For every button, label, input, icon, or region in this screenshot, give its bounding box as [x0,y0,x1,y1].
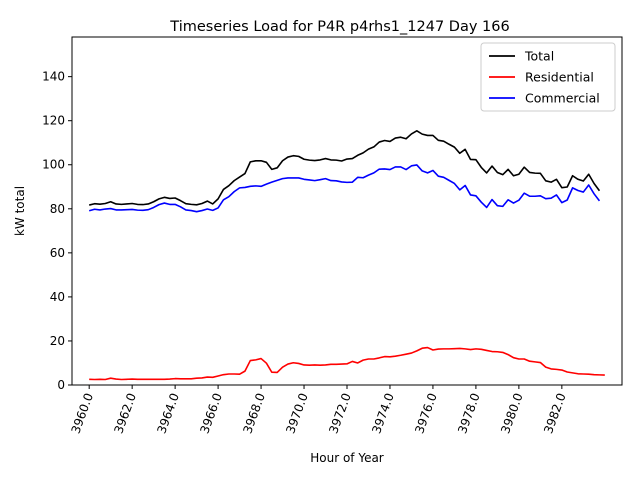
y-tick-label: 0 [57,378,65,392]
y-tick-label: 20 [50,334,65,348]
y-tick-label: 140 [42,70,65,84]
x-axis-label: Hour of Year [310,451,384,465]
legend-label-residential: Residential [525,70,594,85]
y-tick-label: 120 [42,114,65,128]
y-axis: 0 20 40 60 80 100 120 140 [42,70,72,392]
series-line-residential [89,346,605,381]
chart-title: Timeseries Load for P4R p4rhs1_1247 Day … [169,19,509,35]
x-tick-label: 3970.0 [283,391,311,435]
y-tick-label: 40 [50,290,65,304]
x-tick-label: 3960.0 [68,391,96,435]
x-tick-label: 3966.0 [197,391,225,435]
legend-label-commercial: Commercial [525,91,600,106]
x-tick-label: 3962.0 [111,391,139,435]
x-tick-label: 3964.0 [154,391,182,435]
x-axis: 3960.0 3962.0 3964.0 3966.0 3968.0 3970.0 3972… [68,385,569,435]
x-tick-label: 3968.0 [240,391,268,435]
series-line-total [88,130,601,206]
series-line-commercial [88,164,601,213]
legend-label-total: Total [524,49,554,64]
y-tick-label: 100 [42,158,65,172]
y-tick-label: 80 [50,202,65,216]
x-tick-label: 3976.0 [412,391,440,435]
x-tick-label: 3974.0 [369,391,397,435]
x-tick-label: 3972.0 [326,391,354,435]
legend-box [480,42,616,112]
x-tick-label: 3978.0 [455,391,483,435]
x-tick-label: 3980.0 [498,391,526,435]
plot-lines [88,130,605,381]
y-axis-label: kW total [13,186,27,236]
x-tick-label: 3982.0 [541,391,569,435]
legend: Total Residential Commercial [480,42,616,112]
y-tick-label: 60 [50,246,65,260]
